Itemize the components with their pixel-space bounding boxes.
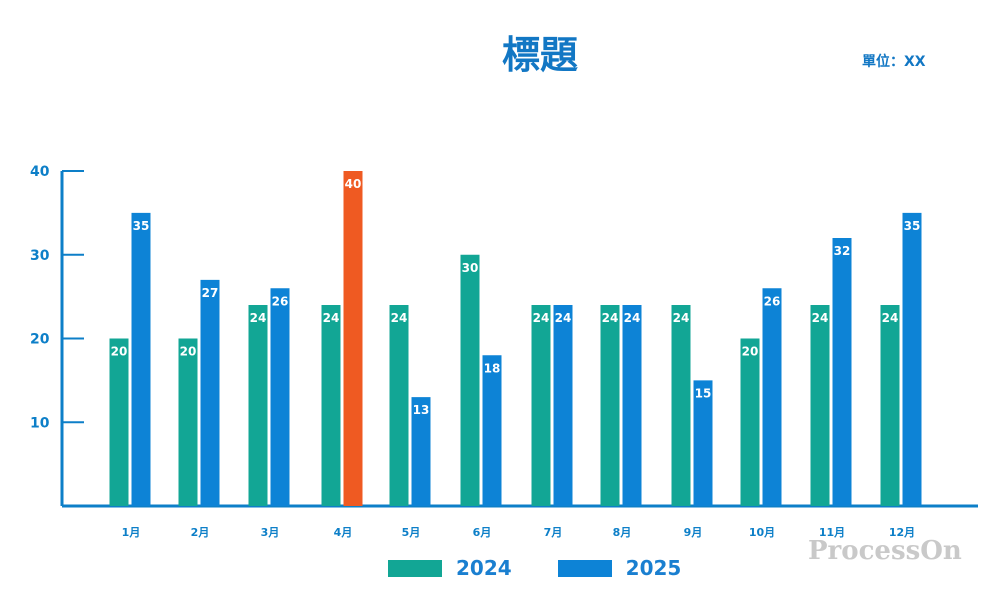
data-label-2025-12: 35 xyxy=(904,219,921,233)
legend-item-2024: 2024 xyxy=(388,556,512,580)
bar-2024-10 xyxy=(740,338,760,506)
legend-swatch-2024 xyxy=(388,559,442,577)
bar-2025-3 xyxy=(270,288,290,506)
data-label-2024-4: 24 xyxy=(323,311,340,325)
y-tick-label: 20 xyxy=(30,332,50,348)
data-label-2025-2: 27 xyxy=(202,286,219,300)
x-tick-label: 5月 xyxy=(402,526,421,539)
data-label-2025-5: 13 xyxy=(413,403,430,417)
chart-title: 標題 xyxy=(501,33,578,77)
y-tick-label: 40 xyxy=(30,164,50,180)
x-tick-label: 2月 xyxy=(191,526,210,539)
bar-2025-4 xyxy=(343,171,363,506)
x-tick-label: 10月 xyxy=(749,526,775,539)
bar-2024-3 xyxy=(248,305,268,506)
bar-2024-1 xyxy=(109,338,129,506)
data-label-2024-1: 20 xyxy=(111,345,128,359)
data-label-2024-2: 20 xyxy=(180,345,197,359)
y-tick-label: 10 xyxy=(30,415,50,431)
legend-swatch-2025 xyxy=(557,559,612,577)
data-label-2024-3: 24 xyxy=(250,311,267,325)
legend: 2024 2025 xyxy=(388,556,727,580)
data-label-2025-11: 32 xyxy=(834,244,851,258)
bar-2025-6 xyxy=(482,355,502,506)
data-label-2025-3: 26 xyxy=(272,294,289,308)
data-label-2025-4: 40 xyxy=(345,177,362,191)
bar-2025-12 xyxy=(902,212,922,506)
data-label-2025-7: 24 xyxy=(555,311,572,325)
bar-2025-9 xyxy=(693,380,713,506)
bar-2024-12 xyxy=(880,305,900,506)
x-tick-label: 4月 xyxy=(334,526,353,539)
unit-label: 單位：XX xyxy=(862,54,926,70)
x-tick-label: 9月 xyxy=(684,526,703,539)
data-label-2024-9: 24 xyxy=(673,311,690,325)
bar-2025-7 xyxy=(553,305,573,506)
legend-label-2025: 2025 xyxy=(625,556,682,580)
data-label-2024-12: 24 xyxy=(882,311,899,325)
legend-item-2025: 2025 xyxy=(557,556,682,580)
bar-2024-11 xyxy=(810,305,830,506)
bar-2024-7 xyxy=(531,305,551,506)
data-label-2024-8: 24 xyxy=(602,311,619,325)
bar-2025-2 xyxy=(200,279,220,506)
x-tick-label: 12月 xyxy=(889,526,915,539)
x-tick-label: 1月 xyxy=(122,526,141,539)
data-label-2024-10: 20 xyxy=(742,345,759,359)
bar-2025-8 xyxy=(622,305,642,506)
data-label-2025-10: 26 xyxy=(764,294,781,308)
data-label-2025-6: 18 xyxy=(484,361,501,375)
x-tick-label: 6月 xyxy=(473,526,492,539)
data-label-2024-5: 24 xyxy=(391,311,408,325)
x-tick-label: 11月 xyxy=(819,526,845,539)
data-label-2024-11: 24 xyxy=(812,311,829,325)
bar-2024-5 xyxy=(389,305,409,506)
x-tick-label: 3月 xyxy=(261,526,280,539)
data-label-2024-7: 24 xyxy=(533,311,550,325)
x-tick-label: 8月 xyxy=(613,526,632,539)
bar-2024-2 xyxy=(178,338,198,506)
bar-2024-8 xyxy=(600,305,620,506)
bar-2024-4 xyxy=(321,305,341,506)
data-label-2025-1: 35 xyxy=(133,219,150,233)
bar-2024-9 xyxy=(671,305,691,506)
bar-2024-6 xyxy=(460,254,480,506)
x-tick-label: 7月 xyxy=(544,526,563,539)
bar-2025-1 xyxy=(131,212,151,506)
y-tick-label: 30 xyxy=(30,248,50,264)
watermark-logo: ProcessOn xyxy=(808,536,962,566)
data-label-2024-6: 30 xyxy=(462,261,479,275)
bar-2025-11 xyxy=(832,238,852,506)
bar-2025-10 xyxy=(762,288,782,506)
bar-2025-5 xyxy=(411,397,431,506)
legend-label-2024: 2024 xyxy=(456,556,512,580)
data-label-2025-9: 15 xyxy=(695,386,712,400)
data-label-2025-8: 24 xyxy=(624,311,641,325)
